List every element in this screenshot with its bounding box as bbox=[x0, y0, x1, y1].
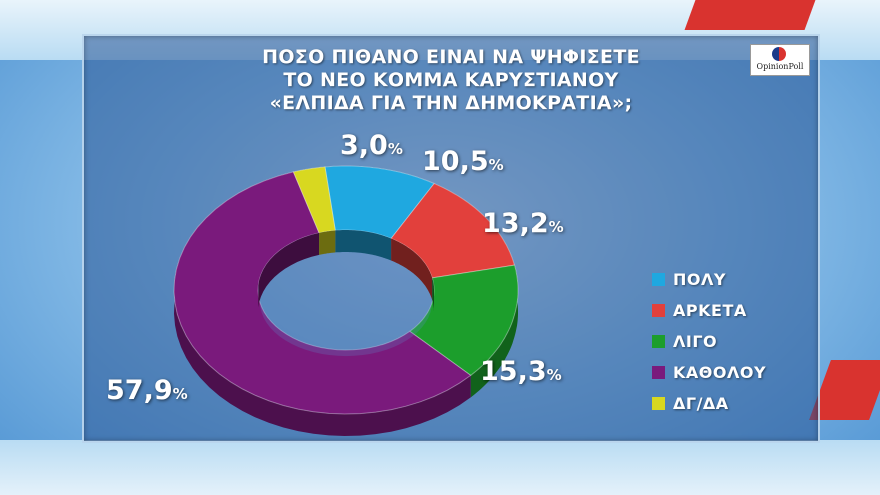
legend-label: ΛΙΓΟ bbox=[673, 332, 718, 351]
legend-swatch bbox=[652, 304, 665, 317]
title-line-2: ΤΟ ΝΕΟ ΚΟΜΜΑ ΚΑΡΥΣΤΙΑΝΟΥ bbox=[283, 69, 619, 91]
legend-label: ΔΓ/ΔΑ bbox=[673, 394, 729, 413]
percent-sign: % bbox=[172, 385, 188, 403]
value-number: 57,9 bbox=[106, 375, 173, 406]
legend-item-ΚΑΘΟΛΟΥ: ΚΑΘΟΛΟΥ bbox=[652, 357, 766, 388]
opinionpoll-logo: OpinionPoll bbox=[750, 44, 810, 76]
value-label-ΑΡΚΕΤΑ: 13,2% bbox=[482, 208, 564, 239]
logo-text: OpinionPoll bbox=[756, 62, 804, 71]
legend-swatch bbox=[652, 366, 665, 379]
legend-item-ΛΙΓΟ: ΛΙΓΟ bbox=[652, 326, 766, 357]
percent-sign: % bbox=[548, 218, 564, 236]
value-label-ΚΑΘΟΛΟΥ: 57,9% bbox=[106, 375, 188, 406]
percent-sign: % bbox=[488, 156, 504, 174]
background-bottom bbox=[0, 440, 880, 495]
legend-label: ΚΑΘΟΛΟΥ bbox=[673, 363, 767, 382]
slice-inner-wall-2 bbox=[432, 277, 434, 312]
slice-inner-wall-0 bbox=[335, 230, 392, 261]
slice-inner-wall-1 bbox=[391, 238, 433, 300]
chart-panel: ΠΟΣΟ ΠΙΘΑΝΟ ΕΙΝΑΙ ΝΑ ΨΗΦΙΣΕΤΕ ΤΟ ΝΕΟ ΚΟΜ… bbox=[82, 34, 820, 443]
slice-side-3 bbox=[174, 171, 471, 436]
value-number: 10,5 bbox=[422, 146, 489, 177]
donut-hole bbox=[260, 248, 432, 357]
slice-inner-wall-4 bbox=[319, 230, 336, 255]
value-number: 13,2 bbox=[482, 208, 549, 239]
slice-inner-wall-3 bbox=[258, 232, 320, 308]
slice-side-2 bbox=[470, 265, 518, 398]
percent-sign: % bbox=[387, 140, 403, 158]
legend-item-ΠΟΛΥ: ΠΟΛΥ bbox=[652, 264, 766, 295]
legend-label: ΠΟΛΥ bbox=[673, 270, 726, 289]
legend-item-ΔΓ/ΔΑ: ΔΓ/ΔΑ bbox=[652, 388, 766, 419]
value-label-ΛΙΓΟ: 15,3% bbox=[480, 356, 562, 387]
legend-swatch bbox=[652, 335, 665, 348]
legend-swatch bbox=[652, 273, 665, 286]
value-number: 3,0 bbox=[340, 130, 388, 161]
legend: ΠΟΛΥ ΑΡΚΕΤΑ ΛΙΓΟ ΚΑΘΟΛΟΥ ΔΓ/ΔΑ bbox=[652, 264, 766, 419]
legend-label: ΑΡΚΕΤΑ bbox=[673, 301, 747, 320]
value-label-ΔΓ/ΔΑ: 3,0% bbox=[340, 130, 403, 161]
legend-item-ΑΡΚΕΤΑ: ΑΡΚΕΤΑ bbox=[652, 295, 766, 326]
value-label-ΠΟΛΥ: 10,5% bbox=[422, 146, 504, 177]
chart-title: ΠΟΣΟ ΠΙΘΑΝΟ ΕΙΝΑΙ ΝΑ ΨΗΦΙΣΕΤΕ ΤΟ ΝΕΟ ΚΟΜ… bbox=[84, 46, 818, 115]
percent-sign: % bbox=[546, 366, 562, 384]
logo-icon bbox=[772, 47, 786, 61]
title-line-3: «ΕΛΠΙΔΑ ΓΙΑ ΤΗΝ ΔΗΜΟΚΡΑΤΙΑ»; bbox=[269, 92, 633, 114]
title-line-1: ΠΟΣΟ ΠΙΘΑΝΟ ΕΙΝΑΙ ΝΑ ΨΗΦΙΣΕΤΕ bbox=[262, 46, 640, 68]
donut-chart bbox=[173, 165, 519, 436]
background-accent bbox=[684, 0, 816, 30]
legend-swatch bbox=[652, 397, 665, 410]
value-number: 15,3 bbox=[480, 356, 547, 387]
